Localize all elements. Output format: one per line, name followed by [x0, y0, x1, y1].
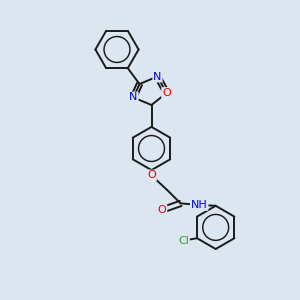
Text: O: O [162, 88, 171, 98]
Text: Cl: Cl [178, 236, 189, 246]
Text: N: N [129, 92, 138, 103]
Text: NH: NH [191, 200, 208, 210]
Text: O: O [158, 205, 166, 215]
Text: O: O [147, 170, 156, 181]
Text: N: N [153, 71, 162, 82]
